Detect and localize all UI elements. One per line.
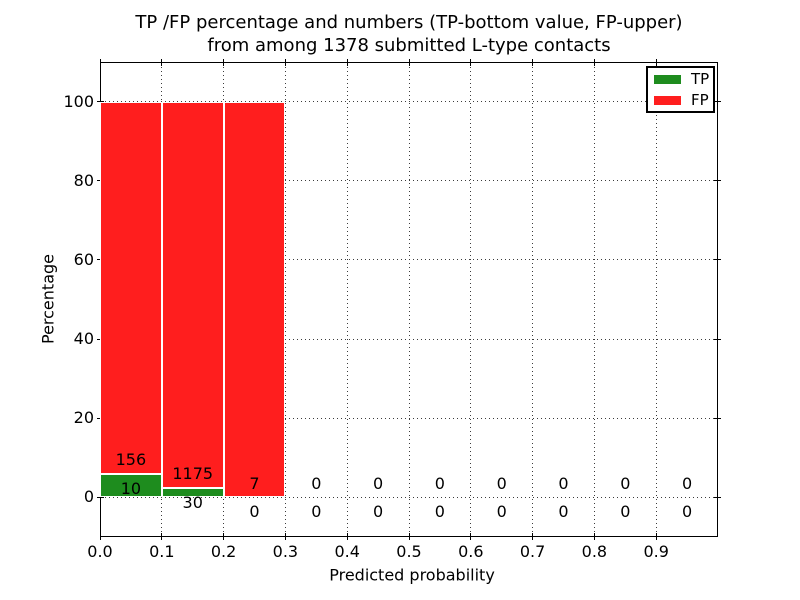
chart-title-line2: from among 1378 submitted L-type contact… <box>207 35 611 56</box>
x-tick-label: 0.2 <box>210 542 237 561</box>
x-tick-label: 0.1 <box>149 542 175 561</box>
legend: TP FP <box>646 66 715 113</box>
chart-title-line1: TP /FP percentage and numbers (TP-bottom… <box>135 12 683 33</box>
y-tick-label: 100 <box>63 91 94 111</box>
x-tick-label: 0.5 <box>396 542 422 561</box>
chart-title: TP /FP percentage and numbers (TP-bottom… <box>100 11 718 57</box>
y-tick-label: 80 <box>73 170 94 190</box>
y-tick-label: 20 <box>73 408 94 428</box>
x-tick-label: 0.0 <box>87 542 113 561</box>
y-axis-title: Percentage <box>38 253 58 345</box>
legend-entry-fp: FP <box>654 90 713 109</box>
x-tick-label: 0.4 <box>334 542 360 561</box>
y-tick-label: 0 <box>83 487 94 507</box>
fp-swatch-icon <box>654 95 681 105</box>
legend-entry-tp: TP <box>654 69 713 88</box>
x-tick-label: 0.7 <box>519 542 546 561</box>
x-tick-label: 0.8 <box>581 542 608 561</box>
legend-label-tp: TP <box>691 69 710 88</box>
x-tick-label: 0.6 <box>458 542 484 561</box>
tp-swatch-icon <box>654 74 681 84</box>
legend-label-fp: FP <box>691 90 709 109</box>
x-axis-title: Predicted probability <box>329 565 495 585</box>
x-tick-label: 0.3 <box>272 542 299 561</box>
plot-area <box>100 62 718 537</box>
x-tick-label: 0.9 <box>643 542 669 561</box>
